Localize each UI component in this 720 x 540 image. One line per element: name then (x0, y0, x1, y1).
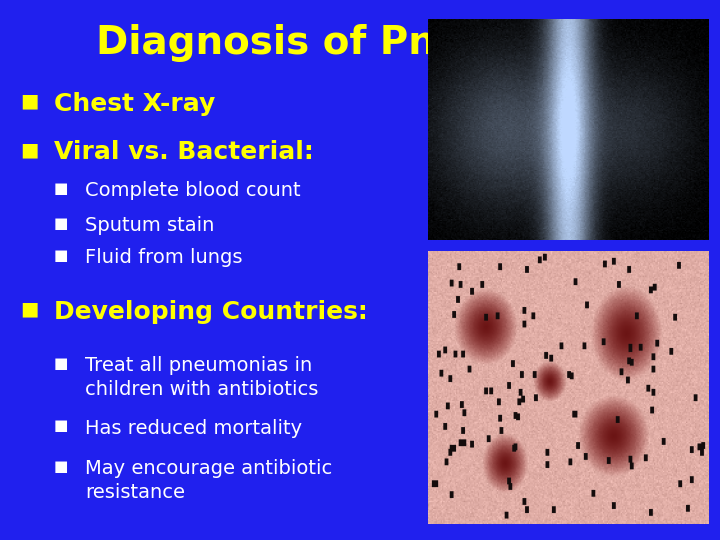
Text: May encourage antibiotic
resistance: May encourage antibiotic resistance (85, 459, 332, 502)
Text: Diagnosis of Pneumonia: Diagnosis of Pneumonia (96, 24, 624, 62)
Text: Viral vs. Bacterial:: Viral vs. Bacterial: (54, 140, 314, 164)
Text: Has reduced mortality: Has reduced mortality (85, 418, 302, 437)
Text: ■: ■ (54, 459, 68, 474)
Text: ■: ■ (54, 356, 68, 372)
Text: Chest X-ray: Chest X-ray (54, 92, 215, 116)
Text: Sputum stain: Sputum stain (85, 216, 215, 235)
Text: ■: ■ (20, 140, 39, 159)
Text: ■: ■ (20, 92, 39, 111)
Text: ■: ■ (54, 418, 68, 434)
Text: ■: ■ (54, 181, 68, 196)
Text: ■: ■ (54, 248, 68, 264)
Text: Treat all pneumonias in
children with antibiotics: Treat all pneumonias in children with an… (85, 356, 318, 399)
Text: ■: ■ (20, 300, 39, 319)
Text: Complete blood count: Complete blood count (85, 181, 300, 200)
Text: Developing Countries:: Developing Countries: (54, 300, 368, 323)
Text: ■: ■ (54, 216, 68, 231)
Text: Fluid from lungs: Fluid from lungs (85, 248, 243, 267)
